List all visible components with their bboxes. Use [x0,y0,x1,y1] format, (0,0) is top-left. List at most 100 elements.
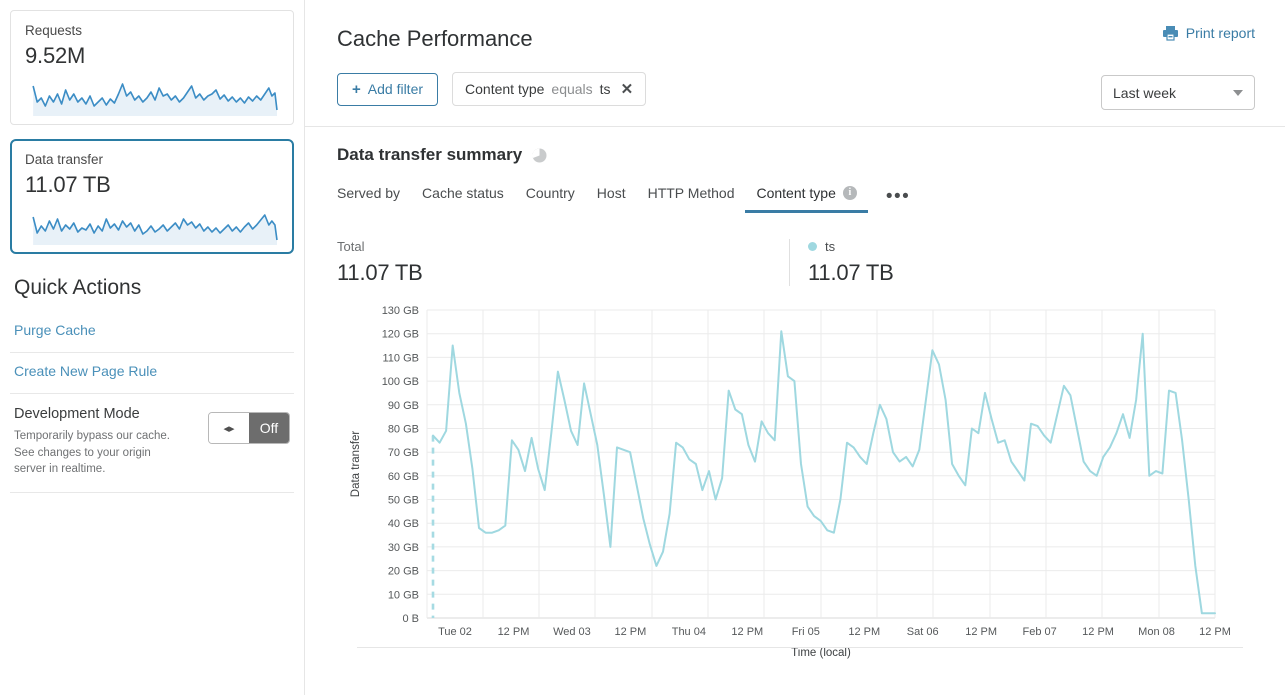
chart-series-ts [432,330,1216,615]
tab-cache-status-label: Cache status [422,185,504,201]
data-transfer-sparkline [32,214,278,246]
data-transfer-card-value: 11.07 TB [25,172,111,198]
y-axis-tick-label: 20 GB [388,566,419,578]
data-transfer-card[interactable]: Data transfer 11.07 TB [10,139,294,254]
filter-chip-value: ts [599,81,611,97]
filter-row: + Add filter Content type equals ts ✕ [337,72,1255,106]
x-axis-tick-label: 12 PM [614,626,646,638]
series-color-dot [808,242,817,251]
quick-action-create-page-rule-row: Create New Page Rule [10,353,294,394]
main-content: Cache Performance + Add filter Content t… [305,0,1285,695]
requests-card[interactable]: Requests 9.52M [10,10,294,125]
pie-chart-icon [532,147,547,162]
y-axis-tick-label: 40 GB [388,518,419,530]
plus-icon: + [352,80,361,98]
y-axis-tick-label: 120 GB [382,329,419,341]
tab-host[interactable]: Host [586,185,637,213]
chevron-down-icon [1233,89,1243,96]
x-axis-tick-label: Wed 03 [553,626,591,638]
create-new-page-rule-link[interactable]: Create New Page Rule [14,363,158,379]
y-axis-tick-label: 0 B [402,613,419,625]
data-transfer-card-label: Data transfer [25,152,104,167]
main-header: Cache Performance + Add filter Content t… [305,0,1285,127]
x-axis-tick-labels: Tue 02 12 PM Wed 03 12 PM Thu 04 12 PM Fri 05 1… [438,626,1231,638]
x-axis-tick-label: 12 PM [731,626,763,638]
development-mode-description: Temporarily bypass our cache. See change… [14,430,170,476]
development-mode-title: Development Mode [14,406,140,422]
requests-card-label: Requests [25,23,83,38]
purge-cache-link[interactable]: Purge Cache [14,322,96,338]
x-axis-tick-label: Fri 05 [792,626,820,638]
print-report-label: Print report [1185,25,1255,41]
tab-country[interactable]: Country [515,185,586,213]
y-axis-tick-label: 90 GB [388,400,419,412]
y-axis-tick-label: 10 GB [388,589,419,601]
x-axis-title: Time (local) [791,647,851,659]
total-label: Total [337,239,365,254]
x-axis-tick-label: 12 PM [848,626,880,638]
tab-content-type[interactable]: Content type i [745,185,868,213]
x-axis-tick-label: 12 PM [1082,626,1114,638]
x-axis-tick-label: 12 PM [498,626,530,638]
y-axis-tick-label: 130 GB [382,305,419,317]
development-mode-toggle[interactable]: ◂▸ Off [208,412,290,444]
y-axis-tick-label: 70 GB [388,447,419,459]
x-axis-tick-label: Sat 06 [907,626,939,638]
more-tabs-button[interactable]: ••• [885,185,911,207]
requests-sparkline [32,83,278,117]
y-axis-tick-label: 50 GB [388,495,419,507]
y-axis-tick-label: 30 GB [388,542,419,554]
total-value: 11.07 TB [337,260,423,285]
y-axis-tick-label: 80 GB [388,423,419,435]
filter-chip-content-type[interactable]: Content type equals ts ✕ [452,72,647,106]
requests-card-value: 9.52M [25,43,86,69]
development-mode-text: Development Mode Temporarily bypass our … [14,406,174,478]
development-mode-row: Development Mode Temporarily bypass our … [10,394,294,494]
printer-icon [1162,26,1178,41]
page-title: Cache Performance [337,26,533,51]
tab-host-label: Host [596,185,626,201]
summary-title-row: Data transfer summary [337,145,1255,165]
chart-svg: 130 GB 120 GB 110 GB 100 GB 90 GB 80 GB 70 GB 6… [350,305,1231,659]
add-filter-button[interactable]: + Add filter [337,72,439,106]
tab-http-method[interactable]: HTTP Method [637,185,746,213]
x-axis-tick-label: Tue 02 [438,626,472,638]
x-axis-tick-label: 12 PM [965,626,997,638]
series-name: ts [825,239,836,254]
summary-tabs: Served by Cache status Country Host HTTP… [337,181,1255,213]
print-report-button[interactable]: Print report [1162,25,1255,41]
left-right-arrows-icon: ◂▸ [209,413,249,443]
x-axis-tick-label: 12 PM [1199,626,1231,638]
x-axis-tick-label: Feb 07 [1022,626,1056,638]
series-value: 11.07 TB [808,260,894,285]
add-filter-label: Add filter [367,81,424,97]
filter-chip-operator: equals [551,81,593,97]
tab-country-label: Country [525,185,575,201]
totals-row: Total 11.07 TB ts 11.07 TB [337,239,1255,286]
quick-actions-title: Quick Actions [14,276,142,299]
y-axis-tick-labels: 130 GB 120 GB 110 GB 100 GB 90 GB 80 GB 70 GB 6… [382,305,419,625]
filter-chip-field: Content type [465,81,545,97]
data-transfer-chart: 130 GB 120 GB 110 GB 100 GB 90 GB 80 GB 70 GB 6… [337,302,1255,662]
tab-served-by[interactable]: Served by [337,185,411,213]
y-axis-title: Data transfer [350,431,362,498]
y-axis-tick-label: 110 GB [383,352,420,364]
sidebar: Requests 9.52M Data transfer 11.07 TB Qu… [0,0,305,695]
data-transfer-summary: Data transfer summary Served by Cache st… [305,127,1285,662]
tab-cache-status[interactable]: Cache status [411,185,515,213]
series-block: ts 11.07 TB [789,239,894,286]
x-axis-tick-label: Mon 08 [1138,626,1175,638]
development-mode-toggle-state: Off [249,413,289,443]
date-range-value: Last week [1113,84,1177,101]
info-icon[interactable]: i [842,186,857,200]
tab-content-type-label: Content type [756,185,836,201]
close-icon[interactable]: ✕ [620,80,634,98]
tab-served-by-label: Served by [337,185,401,201]
date-range-select[interactable]: Last week [1101,75,1255,110]
chart-gridlines [426,309,1216,619]
y-axis-tick-label: 100 GB [382,376,419,388]
series-label-row: ts [808,239,894,254]
y-axis-tick-label: 60 GB [388,471,419,483]
x-axis-tick-label: Thu 04 [672,626,706,638]
